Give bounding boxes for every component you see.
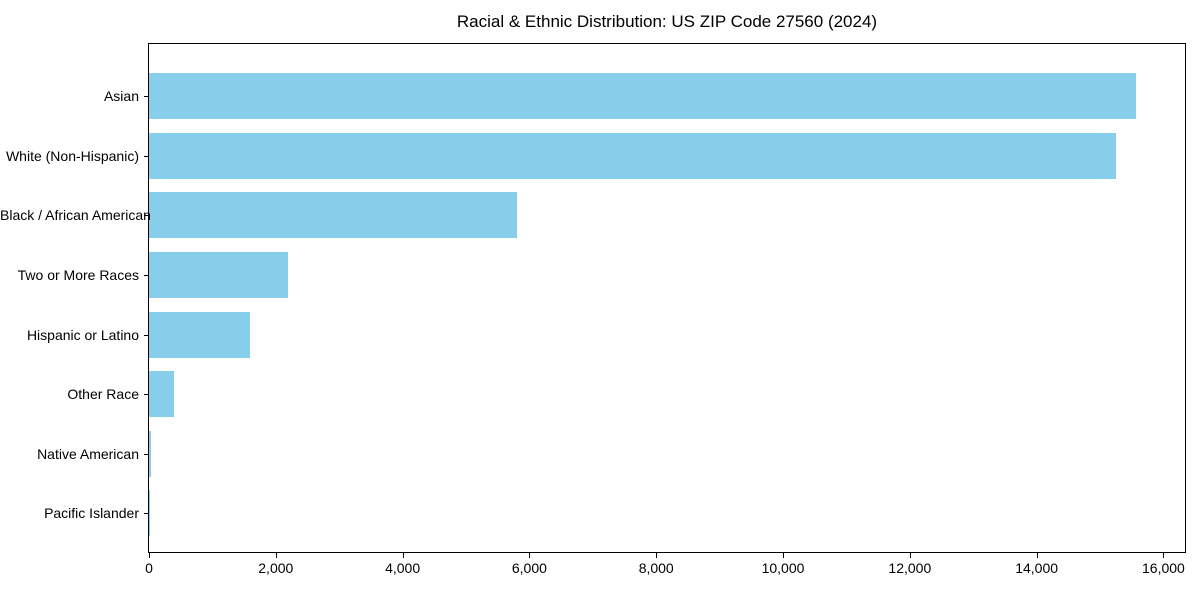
x-tick-label: 10,000 [761,560,805,576]
x-tick-label: 14,000 [1015,560,1059,576]
y-tick-label: Hispanic or Latino [26,326,139,343]
bar-7 [149,490,150,537]
y-tick-mark [144,513,148,515]
y-tick-label: Asian [103,88,139,105]
y-tick-mark [144,394,148,396]
x-tick-mark [909,553,911,558]
y-tick-label: White (Non-Hispanic) [5,147,139,164]
x-tick-label: 8,000 [638,560,674,576]
y-tick-label: Black / African American [0,207,151,224]
plot-area [148,43,1186,553]
x-tick-mark [275,553,277,558]
x-tick-mark [783,553,785,558]
x-tick-mark [529,553,531,558]
y-tick-mark [144,334,148,336]
x-tick-label: 12,000 [888,560,932,576]
y-tick-label: Other Race [67,386,139,403]
chart-title: Racial & Ethnic Distribution: US ZIP Cod… [456,12,878,31]
x-tick-label: 6,000 [511,560,547,576]
y-tick-mark [144,155,148,157]
x-tick-mark [656,553,658,558]
y-tick-mark [144,275,148,276]
y-tick-label: Pacific Islander [44,505,139,522]
bar-6 [149,430,151,477]
x-tick-label: 0 [145,560,153,576]
bar-2 [149,192,518,239]
bar-5 [149,371,175,418]
y-tick-label: Two or More Races [17,267,139,283]
y-tick-label: Native American [37,445,139,462]
bar-4 [149,311,250,358]
y-tick-mark [144,96,148,98]
x-tick-mark [149,553,150,558]
x-tick-label: 2,000 [258,560,294,576]
x-tick-label: 4,000 [385,560,421,576]
x-tick-mark [402,553,404,558]
bar-0 [149,73,1136,120]
x-tick-mark [1036,553,1038,558]
y-tick-mark [144,215,148,217]
bar-3 [149,252,288,298]
y-tick-mark [144,453,148,455]
x-tick-mark [1163,553,1165,558]
bar-1 [149,132,1116,179]
x-tick-label: 16,000 [1142,560,1185,576]
